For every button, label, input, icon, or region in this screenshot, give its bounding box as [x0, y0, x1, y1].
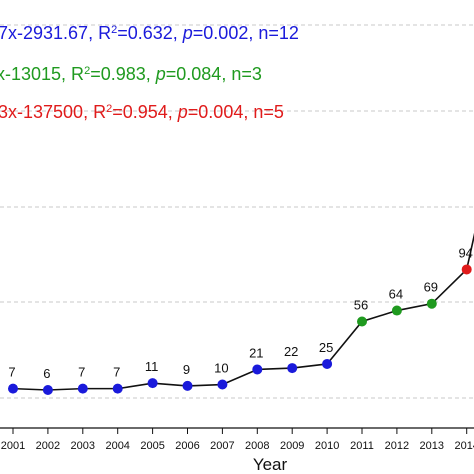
x-ticks: 2001 2002 2003 2004 2005 2006 2007 2008 2009 2010…: [1, 428, 474, 452]
x-tick-label: 2012: [385, 440, 409, 452]
data-label: 22: [284, 344, 298, 359]
data-label: 11: [145, 359, 159, 374]
x-tick-label: 2002: [36, 440, 60, 452]
data-label: 69: [424, 280, 438, 295]
x-tick-label: 2013: [420, 440, 444, 452]
data-label: 7: [78, 365, 85, 380]
data-point: [461, 264, 472, 275]
data-point: [147, 378, 158, 389]
data-labels: 7 6 7 7 11 9 10 21 22 25 56 64 69 94: [8, 245, 473, 381]
data-label: 7: [113, 365, 120, 380]
data-label: 9: [183, 362, 190, 377]
x-tick-label: 2001: [1, 440, 25, 452]
x-tick-label: 2004: [105, 440, 129, 452]
regression-equation: 7x-2931.67, R2=0.632, p=0.002, n=12: [0, 23, 299, 43]
regression-equation: x-13015, R2=0.983, p=0.084, n=3: [0, 64, 262, 84]
x-tick-label: 2005: [140, 440, 164, 452]
data-label: 94: [458, 245, 472, 260]
x-tick-label: 2008: [245, 440, 269, 452]
regression-equations: 7x-2931.67, R2=0.632, p=0.002, n=12 x-130…: [0, 23, 299, 122]
data-point: [426, 298, 437, 309]
data-point: [8, 383, 18, 394]
series-line: [12, 232, 474, 391]
x-tick-label: 2007: [210, 440, 234, 452]
data-label: 10: [214, 361, 228, 376]
x-axis-label: Year: [253, 455, 288, 474]
data-point: [112, 383, 123, 394]
data-point: [322, 358, 333, 369]
regression-equation: 3x-137500, R2=0.954, p=0.004, n=5: [0, 102, 284, 122]
data-points: [8, 264, 472, 395]
data-point: [252, 364, 263, 375]
gridlines: [0, 24, 474, 399]
data-point: [357, 316, 367, 327]
x-tick-label: 2003: [71, 440, 95, 452]
x-tick-label: 2009: [280, 440, 304, 452]
x-tick-label: 2010: [315, 440, 339, 452]
data-label: 21: [249, 345, 263, 360]
x-tick-label: 2014: [454, 440, 474, 452]
data-point: [287, 363, 298, 374]
data-label: 25: [319, 340, 333, 355]
data-point: [77, 383, 88, 394]
data-point: [217, 379, 228, 390]
data-label: 7: [8, 365, 15, 380]
data-point: [42, 385, 53, 395]
data-label: 56: [354, 298, 368, 313]
data-label: 6: [43, 366, 50, 381]
data-point: [391, 305, 402, 316]
data-point: [182, 380, 193, 391]
data-label: 64: [389, 287, 403, 302]
x-tick-label: 2006: [175, 440, 199, 452]
x-tick-label: 2011: [350, 440, 374, 452]
